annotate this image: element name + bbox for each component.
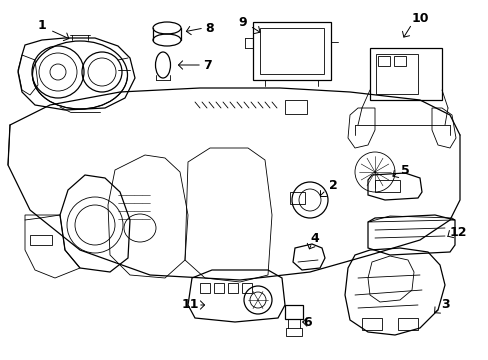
Bar xyxy=(214,283,224,293)
Bar xyxy=(260,28,324,74)
Bar xyxy=(377,56,389,66)
Bar xyxy=(285,328,302,336)
Text: 4: 4 xyxy=(310,231,319,244)
Bar xyxy=(242,283,251,293)
Text: 8: 8 xyxy=(205,22,214,35)
Text: 3: 3 xyxy=(440,298,448,311)
Text: 2: 2 xyxy=(328,179,337,192)
Text: 11: 11 xyxy=(181,298,198,311)
Bar xyxy=(285,100,306,114)
Bar xyxy=(252,22,330,80)
Text: 7: 7 xyxy=(203,59,212,72)
Bar xyxy=(369,48,441,100)
Text: 1: 1 xyxy=(38,18,46,32)
Bar xyxy=(200,283,209,293)
Text: 10: 10 xyxy=(410,12,428,24)
Text: 9: 9 xyxy=(238,15,247,28)
Bar xyxy=(285,305,303,319)
Bar xyxy=(393,56,405,66)
Bar xyxy=(361,318,381,330)
Text: 5: 5 xyxy=(400,163,408,176)
Bar xyxy=(374,180,399,192)
Bar xyxy=(397,318,417,330)
Bar xyxy=(375,54,417,94)
Bar xyxy=(289,192,305,204)
Bar xyxy=(30,235,52,245)
Text: 6: 6 xyxy=(303,315,312,328)
Bar xyxy=(227,283,238,293)
Text: 12: 12 xyxy=(448,225,466,239)
